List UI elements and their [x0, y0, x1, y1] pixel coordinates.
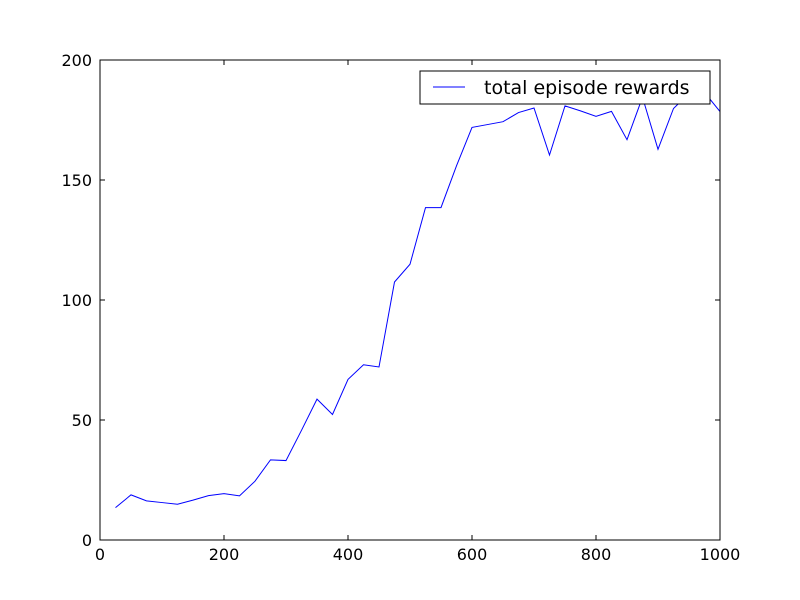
- series-line-0: [115, 91, 720, 508]
- axes-frame: [99, 59, 721, 541]
- x-tick-label: 0: [95, 545, 105, 564]
- data-layer: [115, 91, 720, 508]
- x-tick-label: 1000: [700, 545, 741, 564]
- x-tick-label: 400: [333, 545, 364, 564]
- y-tick-label: 50: [72, 411, 92, 430]
- x-tick-label: 800: [581, 545, 612, 564]
- x-tick-label: 200: [209, 545, 240, 564]
- y-tick-label: 100: [61, 291, 92, 310]
- legend-box: [419, 70, 711, 105]
- y-tick-label: 150: [61, 171, 92, 190]
- y-tick-label: 0: [82, 531, 92, 550]
- x-tick-label: 600: [457, 545, 488, 564]
- legend-label: total episode rewards: [484, 77, 690, 99]
- legend: total episode rewards: [419, 70, 711, 105]
- y-tick-label: 200: [61, 51, 92, 70]
- ticks-layer: 0 200 400 600 800 1000 0 50 100 150 200: [61, 51, 740, 564]
